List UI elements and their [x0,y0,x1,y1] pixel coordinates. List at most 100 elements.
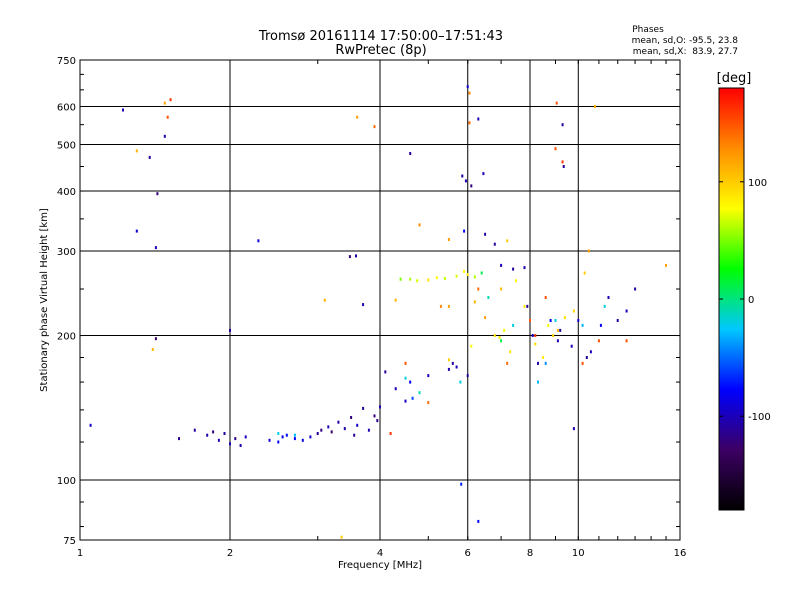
colorbar-tick-label: -100 [748,412,771,423]
x-tick-label: 2 [227,548,233,559]
data-point [323,298,326,302]
data-point [555,101,558,105]
data-point [418,223,421,227]
data-point [229,442,231,446]
data-point [625,339,628,343]
data-point [587,249,590,253]
data-point [427,401,430,405]
data-point [500,287,503,291]
data-point [597,339,600,343]
data-point [460,482,463,486]
data-point [234,437,237,441]
data-point [404,361,407,365]
data-point [330,430,333,434]
data-point [484,316,487,320]
x-tick-label: 10 [572,548,585,559]
data-point [477,117,480,121]
data-point [309,435,312,439]
data-point [122,108,124,112]
data-point [435,276,438,280]
data-point [439,304,442,308]
data-point [217,438,220,442]
data-point [212,430,215,434]
data-point [665,263,667,267]
data-point [463,229,466,233]
data-point [589,350,592,354]
y-tick-label: 200 [57,332,76,343]
data-point [463,269,466,273]
colorbar-tick-label: 0 [748,295,754,306]
data-point [399,277,402,281]
chart-title: Tromsø 20161114 17:50:00–17:51:43 [258,29,503,44]
data-point [473,275,476,279]
data-point [487,296,490,299]
data-point [593,105,596,108]
data-point [148,155,151,159]
data-point [166,115,169,119]
data-point [163,134,166,138]
data-point [512,323,515,327]
data-point [512,267,515,271]
phases-mean-o: mean, sd,O: -95.5, 23.8 [632,36,739,46]
data-point [394,298,397,302]
data-point [135,149,138,153]
y-axis-label: Stationary phase Virtual Height [km] [39,208,50,392]
data-point [552,334,555,337]
x-tick-label: 16 [674,548,687,559]
data-point [409,277,412,281]
data-point [293,437,296,441]
data-point [169,98,172,102]
phases-heading: Phases [632,25,664,35]
data-point [523,304,526,308]
data-point [470,184,473,188]
data-point [356,423,359,427]
data-point [320,428,323,432]
y-tick-label: 75 [63,536,76,547]
data-point [616,319,619,322]
data-point [356,115,359,119]
data-point [362,303,365,307]
data-point [373,125,376,129]
data-point [156,192,159,196]
data-point [443,277,446,280]
data-point [473,300,476,304]
data-point [244,435,247,439]
data-point [389,432,392,435]
y-tick-label: 100 [57,476,76,487]
data-point [468,121,471,125]
data-point [547,323,550,327]
data-point [350,416,353,419]
data-point [416,279,419,283]
data-point [316,432,319,435]
data-point [277,440,280,444]
x-tick-label: 4 [377,548,383,559]
grid-lines [80,60,680,540]
data-point [561,123,564,127]
data-point [343,427,346,431]
data-point [537,361,539,365]
data-point [625,309,628,313]
data-point [239,444,242,447]
data-point [561,160,564,164]
data-point [281,435,284,439]
data-point [503,328,506,332]
data-point [506,239,509,243]
y-tick-label: 300 [57,247,76,258]
data-point [404,399,407,403]
data-point [154,337,157,341]
data-point [135,229,138,233]
data-point [459,380,462,384]
data-point [427,374,430,378]
data-point [556,339,559,343]
data-point [151,348,154,351]
data-point [327,425,330,429]
data-point [466,374,469,378]
phases-mean-x: mean, sd,X: 83.9, 27.7 [633,47,738,57]
data-point [154,246,157,250]
data-point [603,304,606,308]
data-point [353,433,356,437]
data-point [549,319,552,322]
data-point [355,254,357,258]
x-tick-label: 6 [465,548,471,559]
